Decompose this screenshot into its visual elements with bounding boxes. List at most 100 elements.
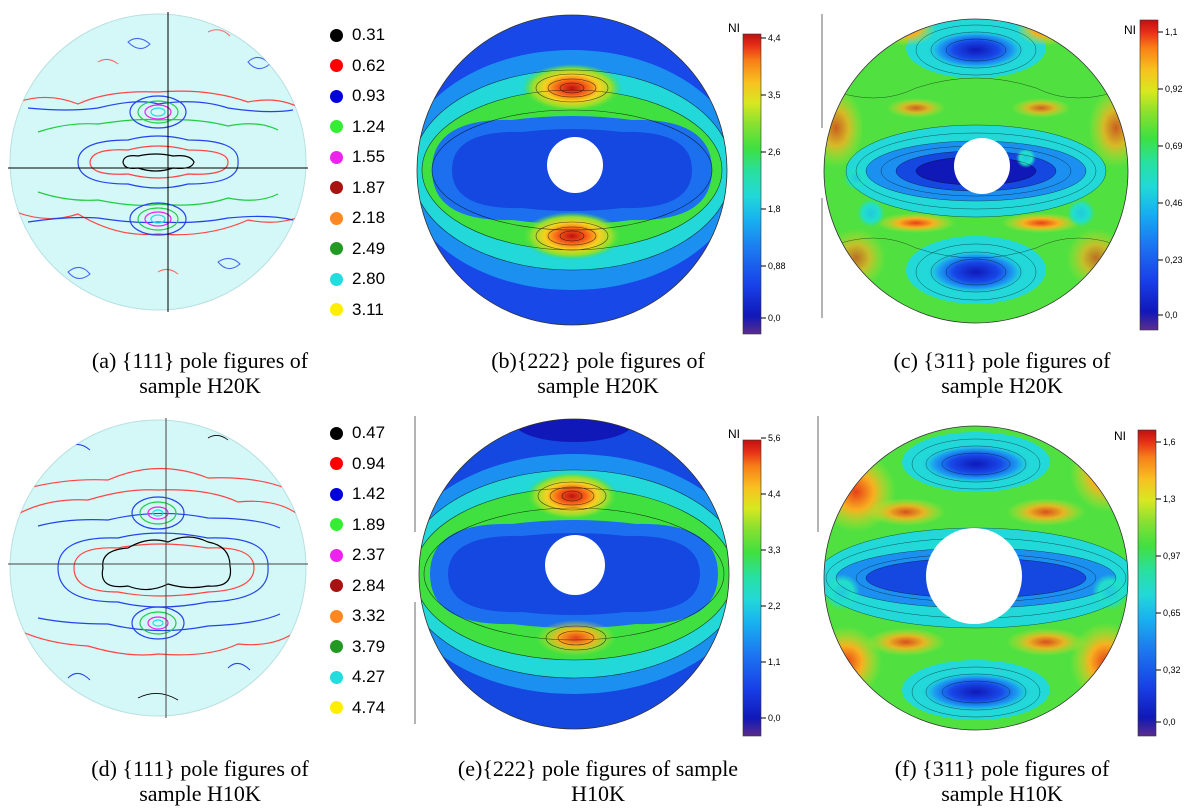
legend-label: 2.49	[352, 238, 386, 258]
panel-a	[8, 12, 308, 312]
legend-item: 4.27	[330, 662, 385, 693]
caption-line: sample H20K	[537, 373, 659, 398]
caption-e: (e){222} pole figures of sample H10K	[398, 756, 798, 806]
legend-item: 0.93	[330, 81, 385, 112]
pole-figure-111-h10k	[8, 418, 308, 718]
panel-b: NI 4,4 3,5 2,6 1,8 0,88 0,0	[412, 8, 812, 338]
panel-c: NI 1,1 0,92 0,69 0,46 0,23 0,0	[816, 8, 1196, 338]
legend-item: 1.89	[330, 510, 385, 541]
legend-item: 2.80	[330, 264, 385, 295]
legend-swatch	[330, 426, 343, 440]
caption-line: (b){222} pole figures of	[491, 348, 705, 373]
legend-label: 0.31	[352, 25, 386, 45]
legend-label: 2.37	[352, 545, 386, 565]
caption-line: H10K	[571, 781, 625, 806]
colorbar-tick: 1,1	[768, 657, 781, 667]
colorbar-tick: 0,0	[1163, 717, 1176, 727]
legend-swatch	[330, 548, 343, 562]
legend-swatch	[330, 28, 343, 42]
colorbar-tick: 1,6	[1163, 437, 1176, 447]
legend-item: 1.42	[330, 479, 385, 510]
colorbar-tick: 0,23	[1165, 255, 1183, 265]
colorbar-tick: 5,6	[768, 433, 781, 443]
colorbar-tick: 0,88	[768, 261, 786, 271]
legend-label: 2.84	[352, 575, 386, 595]
colorbar-tick: 0,46	[1165, 198, 1183, 208]
legend-item: 0.47	[330, 418, 385, 449]
legend-swatch	[330, 609, 343, 623]
legend-item: 3.32	[330, 601, 385, 632]
legend-label: 2.18	[352, 208, 386, 228]
colorbar-tick: 0,0	[768, 313, 781, 323]
legend-swatch	[330, 120, 343, 134]
legend-swatch	[330, 59, 343, 73]
legend-swatch	[330, 181, 343, 195]
legend-swatch	[330, 150, 343, 164]
colorbar-title: NI	[1124, 23, 1136, 37]
legend-swatch	[330, 242, 343, 256]
legend-item: 0.62	[330, 51, 385, 82]
legend-label: 1.89	[352, 514, 386, 534]
legend-swatch	[330, 89, 343, 103]
colorbar-tick: 0,97	[1163, 551, 1181, 561]
legend-item: 2.18	[330, 203, 385, 234]
caption-line: sample H10K	[139, 781, 261, 806]
legend-item: 3.79	[330, 632, 385, 663]
colorbar-tick: 1,1	[1165, 27, 1178, 37]
legend-label: 3.79	[352, 636, 386, 656]
caption-line: sample H20K	[941, 373, 1063, 398]
colorbar-tick: 0,0	[1165, 310, 1178, 320]
legend-item: 1.55	[330, 142, 385, 173]
legend-item: 1.24	[330, 112, 385, 143]
caption-line: (f) {311} pole figures of	[894, 756, 1110, 781]
caption-line: sample H10K	[941, 781, 1063, 806]
legend-item: 0.31	[330, 20, 385, 51]
legend-swatch	[330, 518, 343, 532]
colorbar-tick: 0,69	[1165, 141, 1183, 151]
legend-label: 4.27	[352, 667, 386, 687]
panel-f: NI 1,6 1,3 0,97 0,65 0,32 0,0	[816, 412, 1196, 742]
legend-label: 4.74	[352, 697, 386, 717]
legend-item: 2.84	[330, 571, 385, 602]
legend-item: 2.49	[330, 234, 385, 265]
legend-label: 3.32	[352, 606, 386, 626]
legend-label: 0.62	[352, 55, 386, 75]
pole-figure-311-h20k: NI 1,1 0,92 0,69 0,46 0,23 0,0	[821, 14, 1183, 331]
legend-swatch	[330, 487, 343, 501]
pole-figure-222-h10k: NI 5,6 4,4 3,3 2,2 1,1 0,0	[414, 416, 781, 737]
legend-label: 1.87	[352, 177, 386, 197]
legend-a: 0.31 0.62 0.93 1.24 1.55 1.87 2.18 2.49 …	[330, 20, 385, 325]
panel-e: NI 5,6 4,4 3,3 2,2 1,1 0,0	[412, 412, 812, 742]
pole-figure-111-h20k	[8, 12, 308, 312]
legend-swatch	[330, 579, 343, 593]
legend-label: 0.93	[352, 86, 386, 106]
legend-swatch	[330, 701, 343, 715]
legend-swatch	[330, 272, 343, 286]
legend-item: 0.94	[330, 449, 385, 480]
colorbar-title: NI	[728, 427, 740, 441]
caption-line: (a) {111} pole figures of	[91, 348, 309, 373]
pole-figure-311-h10k: NI 1,6 1,3 0,97 0,65 0,32 0,0	[817, 416, 1181, 737]
caption-line: (d) {111} pole figures of	[91, 756, 309, 781]
colorbar-tick: 1,3	[1163, 494, 1176, 504]
colorbar-title: NI	[728, 21, 740, 35]
panel-d	[8, 418, 308, 718]
colorbar-tick: 4,4	[768, 33, 781, 43]
legend-swatch	[330, 457, 343, 471]
colorbar-tick: 1,8	[768, 204, 781, 214]
colorbar-title: NI	[1114, 429, 1126, 443]
colorbar-tick: 3,3	[768, 545, 781, 555]
legend-label: 1.55	[352, 147, 386, 167]
legend-item: 4.74	[330, 693, 385, 724]
pole-figure-222-h20k: NI 4,4 3,5 2,6 1,8 0,88 0,0	[416, 14, 786, 335]
legend-label: 1.24	[352, 116, 386, 136]
legend-item: 2.37	[330, 540, 385, 571]
legend-label: 0.94	[352, 453, 386, 473]
colorbar-tick: 0,0	[768, 713, 781, 723]
colorbar-tick: 0,92	[1165, 84, 1183, 94]
legend-swatch	[330, 640, 343, 654]
colorbar-tick: 3,5	[768, 90, 781, 100]
caption-d: (d) {111} pole figures of sample H10K	[10, 756, 390, 806]
legend-item: 1.87	[330, 173, 385, 204]
legend-label: 3.11	[352, 299, 384, 319]
